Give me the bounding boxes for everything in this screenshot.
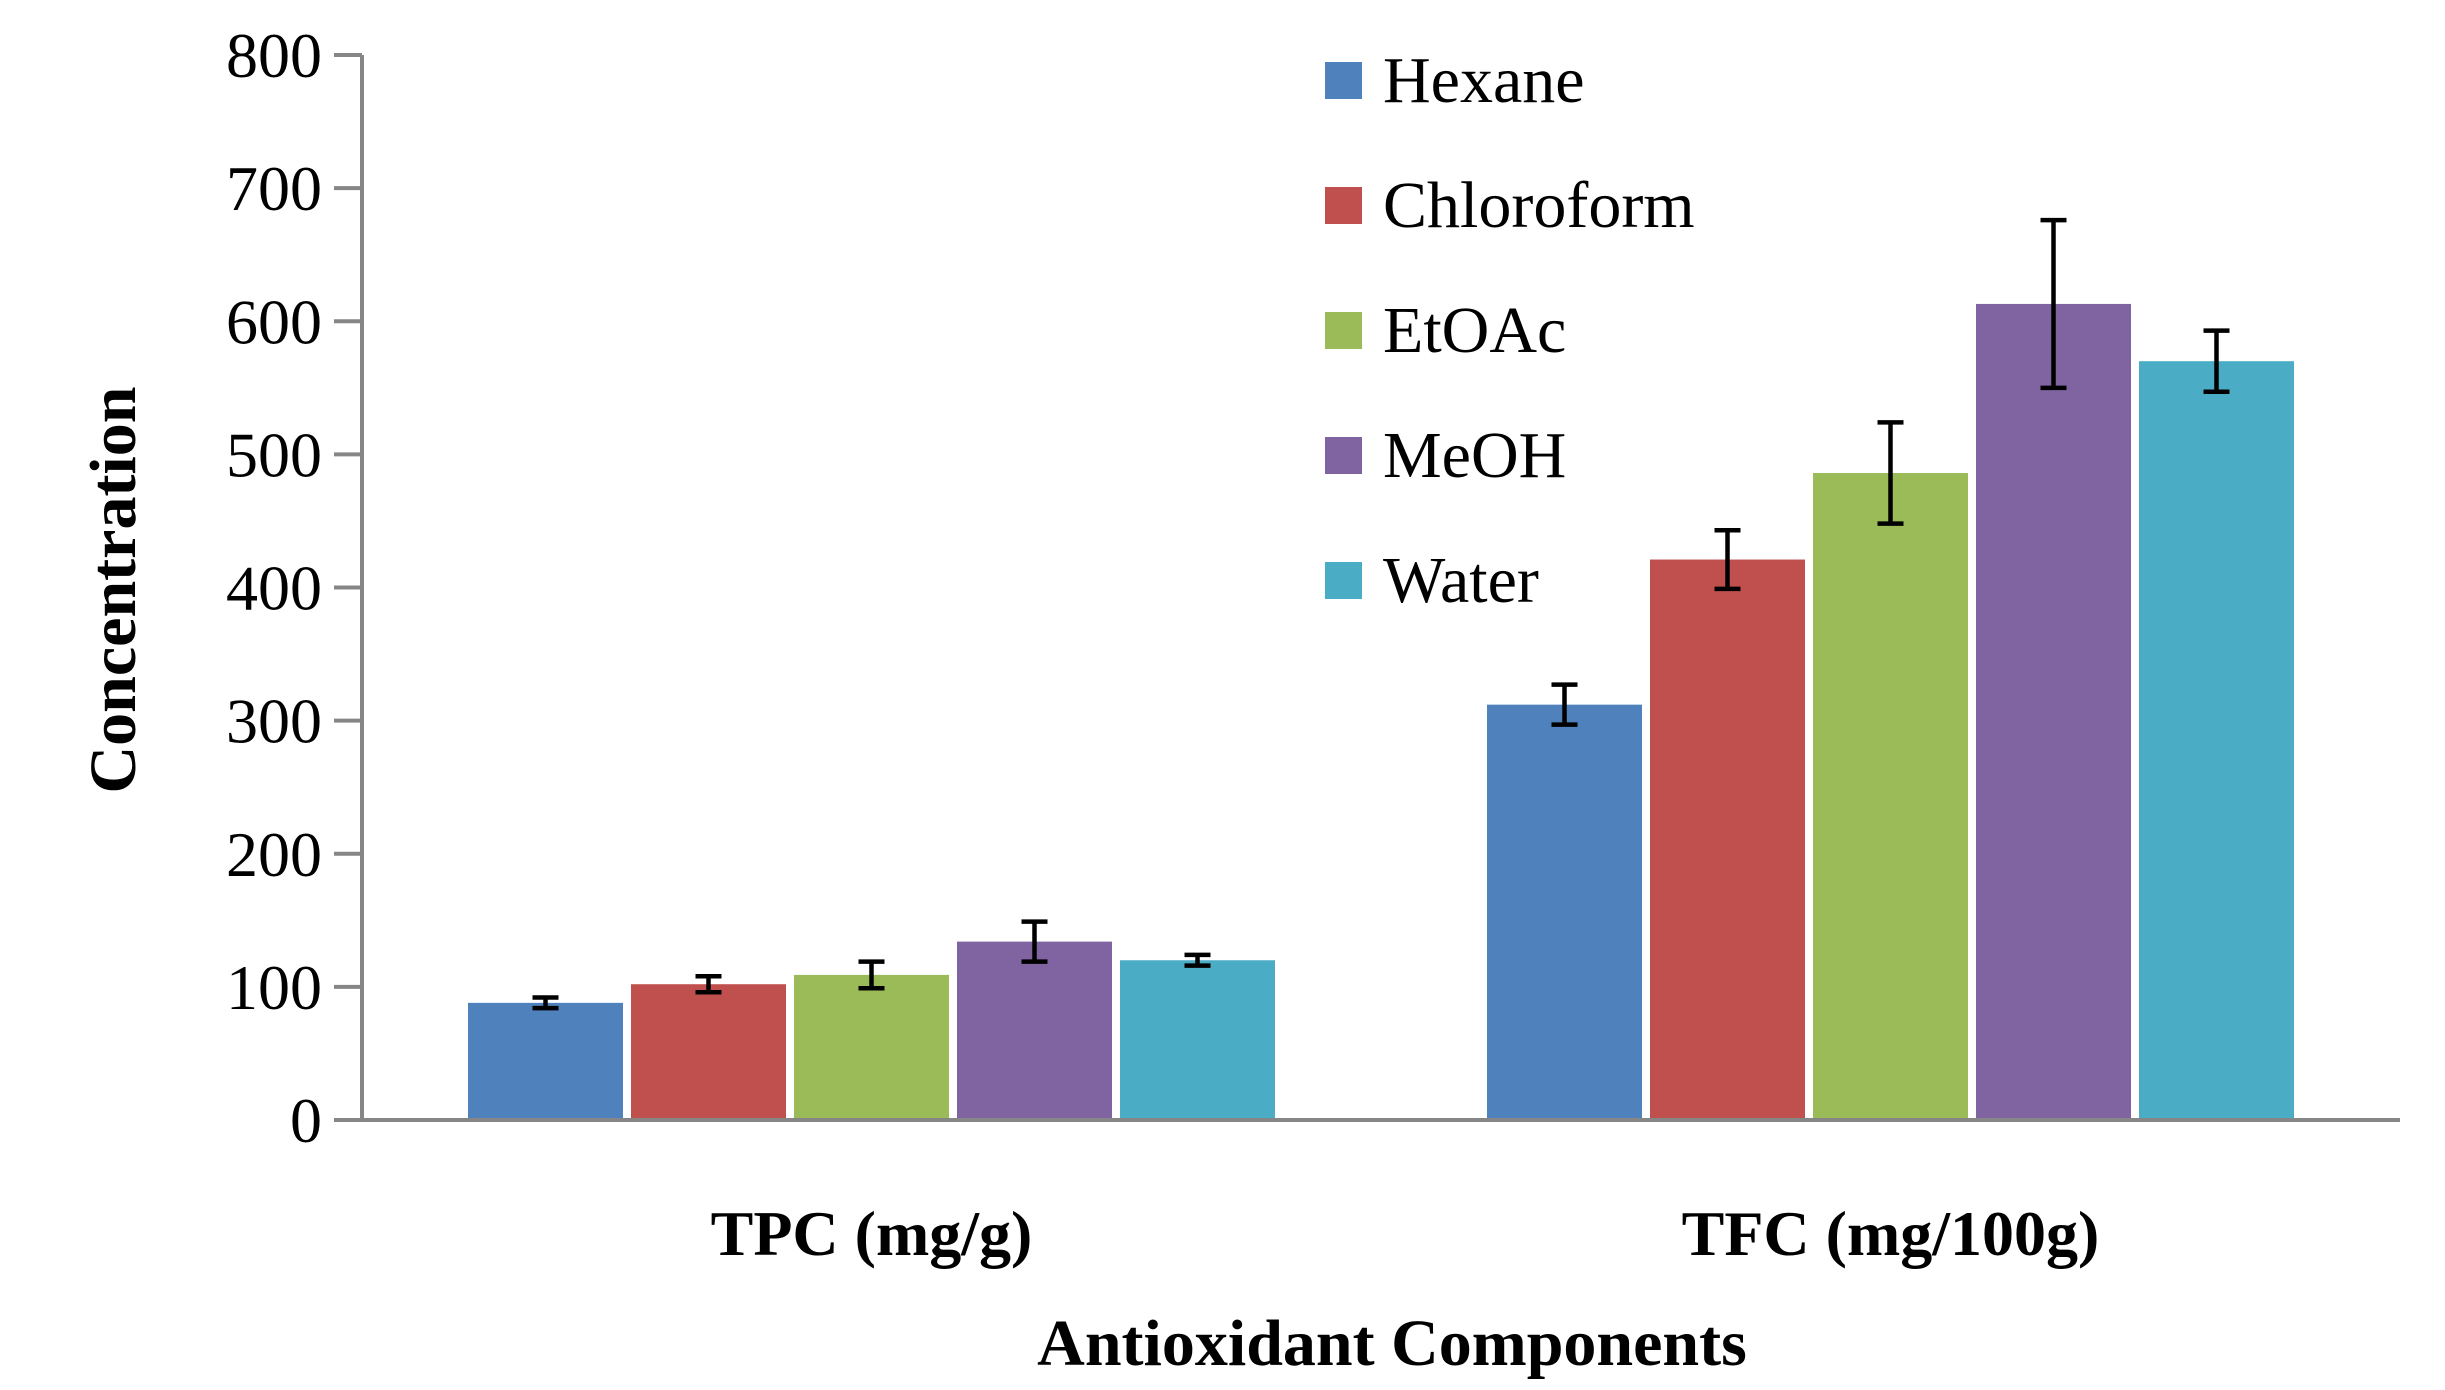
legend-swatch — [1325, 312, 1362, 349]
category-labels: TPC (mg/g) TFC (mg/100g) — [711, 1198, 2100, 1269]
bar — [1120, 960, 1275, 1120]
legend-swatch — [1325, 62, 1362, 99]
error-bars — [532, 217, 2230, 1011]
legend-label: MeOH — [1383, 419, 1566, 492]
legend-swatch — [1325, 562, 1362, 599]
bar — [1813, 473, 1968, 1120]
y-tick-label: 200 — [226, 819, 322, 890]
legend-swatch — [1325, 187, 1362, 224]
bar — [468, 1002, 623, 1120]
bar — [1650, 559, 1805, 1120]
y-tick-label: 300 — [226, 686, 322, 757]
y-tick-label: 600 — [226, 286, 322, 357]
axes — [360, 55, 2400, 1122]
legend-swatch — [1325, 437, 1362, 474]
legend-label: Hexane — [1383, 44, 1585, 117]
y-tick-label: 400 — [226, 553, 322, 624]
legend-label: EtOAc — [1383, 294, 1566, 367]
legend: Hexane Chloroform EtOAc MeOH Water — [1325, 44, 1695, 617]
x-axis-title: Antioxidant Components — [1037, 1307, 1747, 1380]
x-category-label: TPC (mg/g) — [711, 1198, 1033, 1269]
legend-label: Water — [1383, 544, 1539, 617]
bar — [631, 984, 786, 1120]
y-tick-label: 700 — [226, 153, 322, 224]
bar — [957, 941, 1112, 1120]
y-tick-label: 100 — [226, 952, 322, 1023]
bar — [1976, 303, 2131, 1121]
bar — [2139, 361, 2294, 1120]
y-axis-title: Concentration — [77, 387, 150, 794]
bar — [794, 974, 949, 1120]
x-category-label: TFC (mg/100g) — [1682, 1198, 2100, 1269]
y-tick-label: 0 — [290, 1085, 322, 1156]
bar — [1487, 704, 1642, 1120]
y-tick-label: 800 — [226, 20, 322, 91]
y-tick-label: 500 — [226, 419, 322, 490]
y-axis-ticks: 0 100 200 300 400 500 600 700 800 — [226, 20, 362, 1156]
legend-label: Chloroform — [1383, 169, 1695, 242]
bars — [468, 303, 2294, 1121]
